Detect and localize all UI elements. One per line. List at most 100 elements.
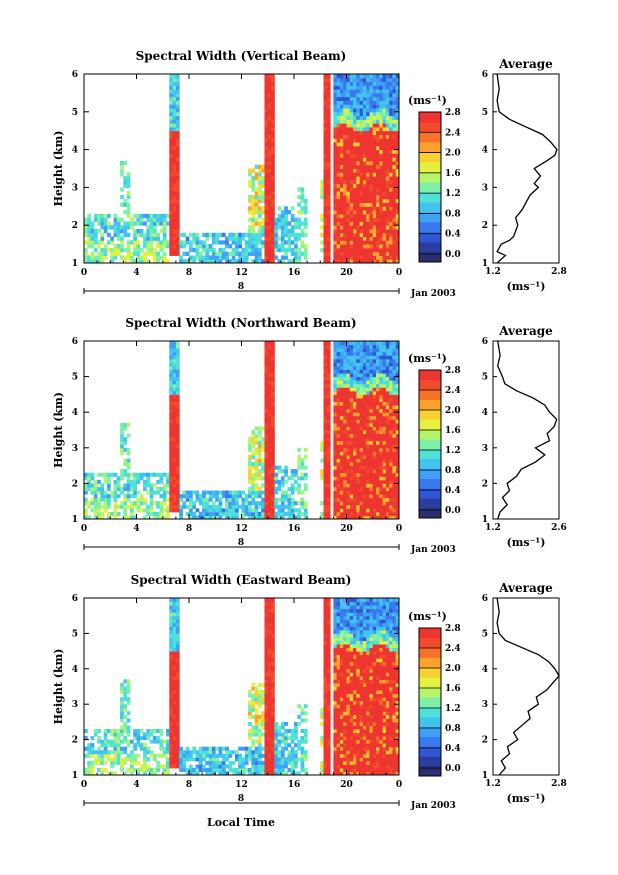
heatmap-cell	[339, 479, 344, 484]
heatmap-cell	[280, 259, 285, 263]
heatmap-cell	[271, 145, 275, 151]
heatmap-cell	[392, 451, 397, 456]
heatmap-cell	[333, 202, 338, 207]
heatmap-cell	[389, 160, 393, 166]
heatmap-cell	[254, 764, 259, 769]
heatmap-cell	[333, 74, 338, 79]
heatmap-cell	[353, 191, 357, 196]
heatmap-cell	[389, 89, 393, 94]
heatmap-cell	[392, 469, 397, 474]
heatmap-cell	[143, 757, 147, 762]
heatmap-cell	[211, 511, 216, 516]
heatmap-cell	[87, 746, 92, 751]
heatmap-cell	[257, 240, 262, 245]
heatmap-cell	[389, 380, 393, 385]
heatmap-cell	[133, 232, 137, 238]
heatmap-cell	[152, 501, 157, 506]
heatmap-cell	[254, 718, 259, 723]
heatmap-cell	[359, 497, 364, 502]
heatmap-cell	[175, 619, 180, 624]
heatmap-cell	[362, 100, 367, 105]
heatmap-cell	[395, 373, 399, 378]
heatmap-cell	[346, 501, 351, 506]
heatmap-cell	[264, 397, 269, 403]
heatmap-cell	[271, 100, 275, 105]
heatmap-cell	[323, 157, 328, 162]
heatmap-cell	[120, 732, 124, 737]
heatmap-cell	[244, 494, 249, 499]
heatmap-cell	[198, 750, 203, 755]
heatmap-cell	[359, 74, 364, 79]
heatmap-cell	[349, 501, 354, 506]
heatmap-cell	[185, 236, 190, 241]
heatmap-cell	[175, 707, 180, 712]
heatmap-cell	[336, 426, 341, 431]
heatmap-cell	[264, 458, 269, 463]
heatmap-cell	[343, 408, 347, 413]
heatmap-cell	[359, 157, 364, 162]
heatmap-cell	[231, 490, 236, 495]
heatmap-cell	[136, 728, 141, 734]
heatmap-cell	[264, 115, 269, 120]
heatmap-cell	[257, 221, 262, 226]
heatmap-cell	[376, 437, 380, 442]
heatmap-cell	[261, 240, 265, 245]
heatmap-cell	[349, 213, 354, 219]
heatmap-cell	[339, 447, 344, 452]
heatmap-cell	[369, 164, 374, 169]
profile-frame	[492, 340, 560, 520]
heatmap-cell	[356, 145, 361, 151]
heatmap-cell	[146, 764, 151, 769]
heatmap-cell	[146, 236, 151, 241]
heatmap-cell	[290, 490, 295, 495]
heatmap-cell	[189, 501, 193, 506]
heatmap-cell	[271, 462, 275, 467]
heatmap-cell	[389, 172, 393, 177]
heatmap-cell	[372, 247, 377, 253]
heatmap-cell	[385, 236, 390, 241]
heatmap-cell	[254, 176, 259, 181]
heatmap-cell	[287, 511, 292, 516]
heatmap-cell	[175, 240, 180, 245]
heatmap-cell	[300, 490, 305, 495]
heatmap-cell	[366, 240, 370, 245]
heatmap-cell	[356, 355, 361, 360]
heatmap-cell	[379, 401, 384, 406]
heatmap-cell	[392, 437, 397, 442]
heatmap-cell	[382, 440, 387, 445]
heatmap-cell	[205, 247, 210, 253]
heatmap-cell	[264, 668, 269, 673]
heatmap-cell	[336, 490, 341, 495]
heatmap-cell	[353, 176, 357, 181]
heatmap-cell	[369, 397, 374, 403]
colorbar-tick-label: 2.0	[445, 149, 461, 159]
heatmap-cell	[166, 771, 170, 775]
heatmap-cell	[356, 362, 361, 367]
heatmap-cell	[129, 511, 134, 516]
heatmap-cell	[244, 757, 249, 762]
heatmap-cell	[149, 732, 154, 737]
heatmap-cell	[280, 511, 285, 516]
heatmap-cell	[294, 232, 298, 238]
heatmap-cell	[264, 176, 269, 181]
heatmap-cell	[372, 437, 377, 442]
heatmap-cell	[343, 515, 347, 519]
heatmap-cell	[392, 486, 397, 492]
heatmap-cell	[392, 344, 397, 349]
heatmap-cell	[389, 433, 393, 438]
heatmap-cell	[136, 753, 141, 758]
heatmap-cell	[353, 160, 357, 166]
heatmap-cell	[343, 511, 347, 516]
heatmap-cell	[100, 753, 105, 758]
heatmap-cell	[267, 376, 272, 381]
heatmap-cell	[339, 172, 344, 177]
heatmap-cell	[326, 369, 331, 374]
heatmap-cell	[326, 247, 331, 253]
heatmap-cell	[366, 373, 370, 378]
heatmap-cell	[169, 451, 174, 456]
heatmap-cell	[339, 419, 344, 424]
heatmap-cell	[169, 194, 174, 200]
heatmap-cell	[392, 104, 397, 109]
heatmap-cell	[261, 711, 265, 716]
heatmap-cell	[267, 380, 272, 385]
